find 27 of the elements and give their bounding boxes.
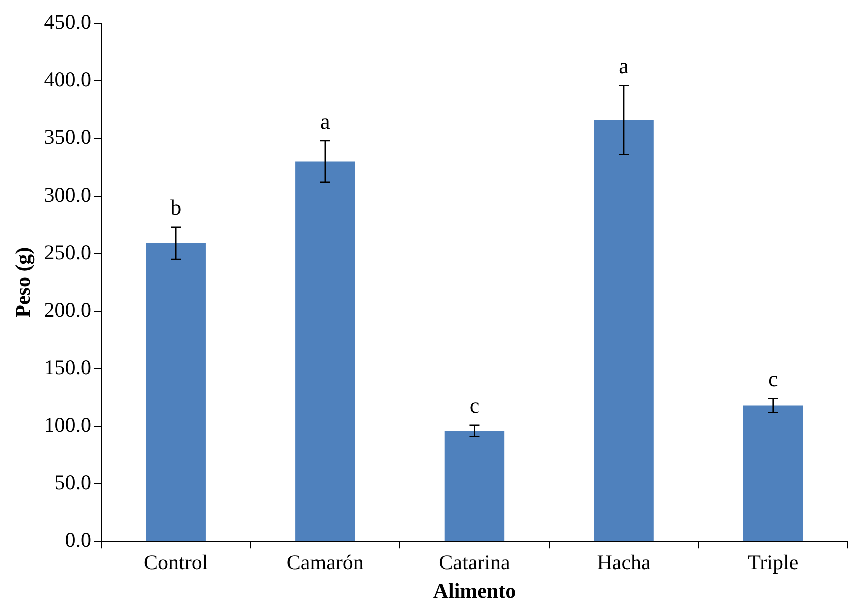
y-tick-label: 200.0 (44, 298, 92, 322)
bar (444, 431, 505, 542)
x-tick-label: Triple (748, 550, 799, 575)
x-tick-label: Camarón (286, 550, 364, 575)
bar (743, 406, 804, 542)
y-tick-label: 50.0 (54, 470, 92, 495)
y-tick-label: 250.0 (44, 240, 92, 264)
annotation: b (170, 195, 182, 220)
bar (296, 162, 356, 542)
annotation: a (619, 54, 630, 79)
x-tick-label: Hacha (597, 550, 652, 575)
y-tick-label: 150.0 (44, 355, 92, 380)
annotation: c (470, 393, 480, 418)
x-axis-title: Alimento (433, 578, 516, 603)
x-tick-label: Catarina (439, 550, 511, 575)
y-tick-label: 300.0 (44, 182, 92, 207)
bar (146, 243, 206, 542)
y-tick-label: 350.0 (44, 125, 92, 150)
y-tick-label: 400.0 (44, 68, 92, 92)
bar (594, 120, 654, 542)
y-tick-label: 0.0 (65, 528, 92, 552)
y-axis-title: Peso (g) (11, 247, 36, 318)
annotation: a (320, 108, 331, 134)
y-tick-label: 450.0 (44, 10, 92, 34)
x-tick-label: Control (144, 550, 208, 575)
y-tick-label: 100.0 (44, 413, 92, 438)
annotation: c (768, 366, 778, 392)
